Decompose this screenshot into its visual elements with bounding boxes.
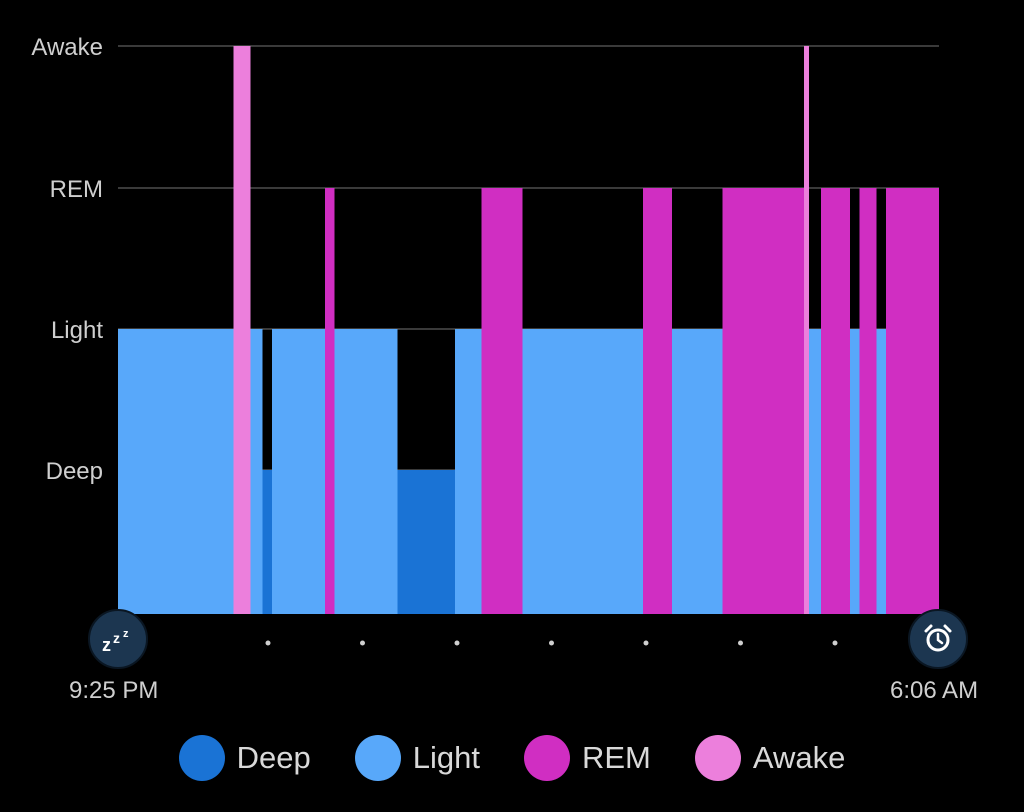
stage-bar-light-6 [334, 329, 398, 614]
legend-swatch-deep [178, 735, 225, 781]
legend-swatch-rem [523, 735, 570, 781]
svg-text:z: z [113, 630, 120, 646]
x-axis-dot [360, 640, 365, 646]
stage-bar-light-12 [671, 329, 723, 614]
alarm-clock-icon [924, 624, 952, 652]
stage-bar-light-2 [250, 329, 263, 614]
legend: Deep Light REM Awake [0, 728, 1024, 788]
stage-bar-rem-5 [325, 188, 335, 614]
y-tick-label-deep: Deep [46, 458, 103, 485]
x-axis-dot [643, 640, 649, 646]
legend-item-deep: Deep [178, 735, 311, 781]
wake-end-badge [908, 609, 968, 669]
stage-bar-awake-1 [233, 46, 251, 614]
x-axis-dot [454, 640, 460, 646]
stage-bar-light-4 [272, 329, 326, 614]
legend-item-rem: REM [523, 735, 651, 781]
legend-label-light: Light [412, 740, 480, 775]
stage-bar-rem-20 [886, 188, 939, 614]
stage-bar-light-0 [118, 329, 234, 614]
x-axis-dot [738, 640, 743, 646]
svg-text:z: z [123, 628, 129, 640]
sleep-start-badge: z z z [88, 609, 148, 669]
y-axis-labels: Deep Light REM Awake [31, 34, 103, 485]
stage-bar-awake-14 [804, 46, 809, 614]
x-axis-dot [265, 640, 271, 646]
stage-bar-rem-13 [722, 188, 805, 614]
stage-bar-rem-11 [642, 188, 672, 614]
end-time-label: 6:06 AM [890, 677, 979, 704]
legend-label-awake: Awake [752, 740, 846, 775]
stage-bar-light-17 [849, 329, 860, 614]
legend-item-light: Light [354, 735, 480, 781]
svg-text:z: z [102, 635, 111, 654]
legend-item-awake: Awake [694, 735, 846, 781]
stage-bar-rem-16 [821, 188, 850, 614]
stage-bars [118, 46, 939, 614]
stage-bar-deep-3 [262, 470, 273, 614]
stage-bar-light-10 [522, 329, 643, 614]
x-axis-dot [549, 640, 554, 646]
stage-bar-light-8 [455, 329, 482, 614]
y-tick-label-rem: REM [50, 176, 103, 203]
stage-bar-rem-9 [481, 188, 523, 614]
stage-bar-light-19 [876, 329, 887, 614]
stage-bar-deep-7 [397, 470, 456, 614]
legend-swatch-awake [694, 735, 741, 781]
stage-bar-rem-18 [859, 188, 877, 614]
legend-label-deep: Deep [236, 740, 311, 775]
x-axis-dots [265, 640, 838, 646]
y-tick-label-light: Light [51, 317, 103, 344]
sleep-stage-chart: Deep Light REM Awake [31, 34, 939, 646]
y-tick-label-awake: Awake [31, 34, 103, 61]
start-time-label: 9:25 PM [69, 677, 159, 704]
sleep-zzz-icon: z z z [102, 628, 129, 654]
x-axis-dot [832, 640, 838, 646]
stage-bar-light-15 [808, 329, 822, 614]
legend-label-rem: REM [581, 740, 651, 775]
legend-swatch-light [354, 735, 401, 781]
